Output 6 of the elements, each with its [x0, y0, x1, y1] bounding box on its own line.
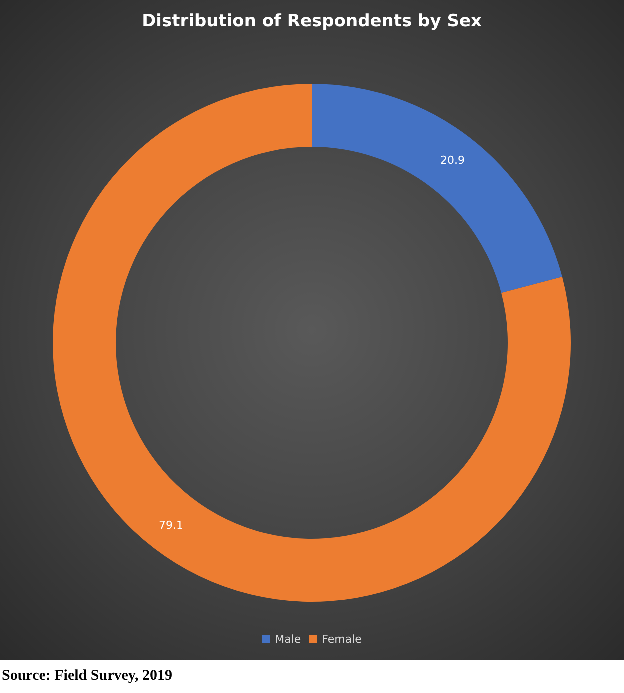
data-label: 79.1	[159, 519, 184, 532]
chart-title: Distribution of Respondents by Sex	[142, 12, 482, 32]
legend-label: Male	[275, 633, 302, 646]
legend-label: Female	[322, 633, 362, 646]
source-note: Source: Field Survey, 2019	[2, 668, 173, 685]
data-label: 20.9	[440, 154, 465, 167]
